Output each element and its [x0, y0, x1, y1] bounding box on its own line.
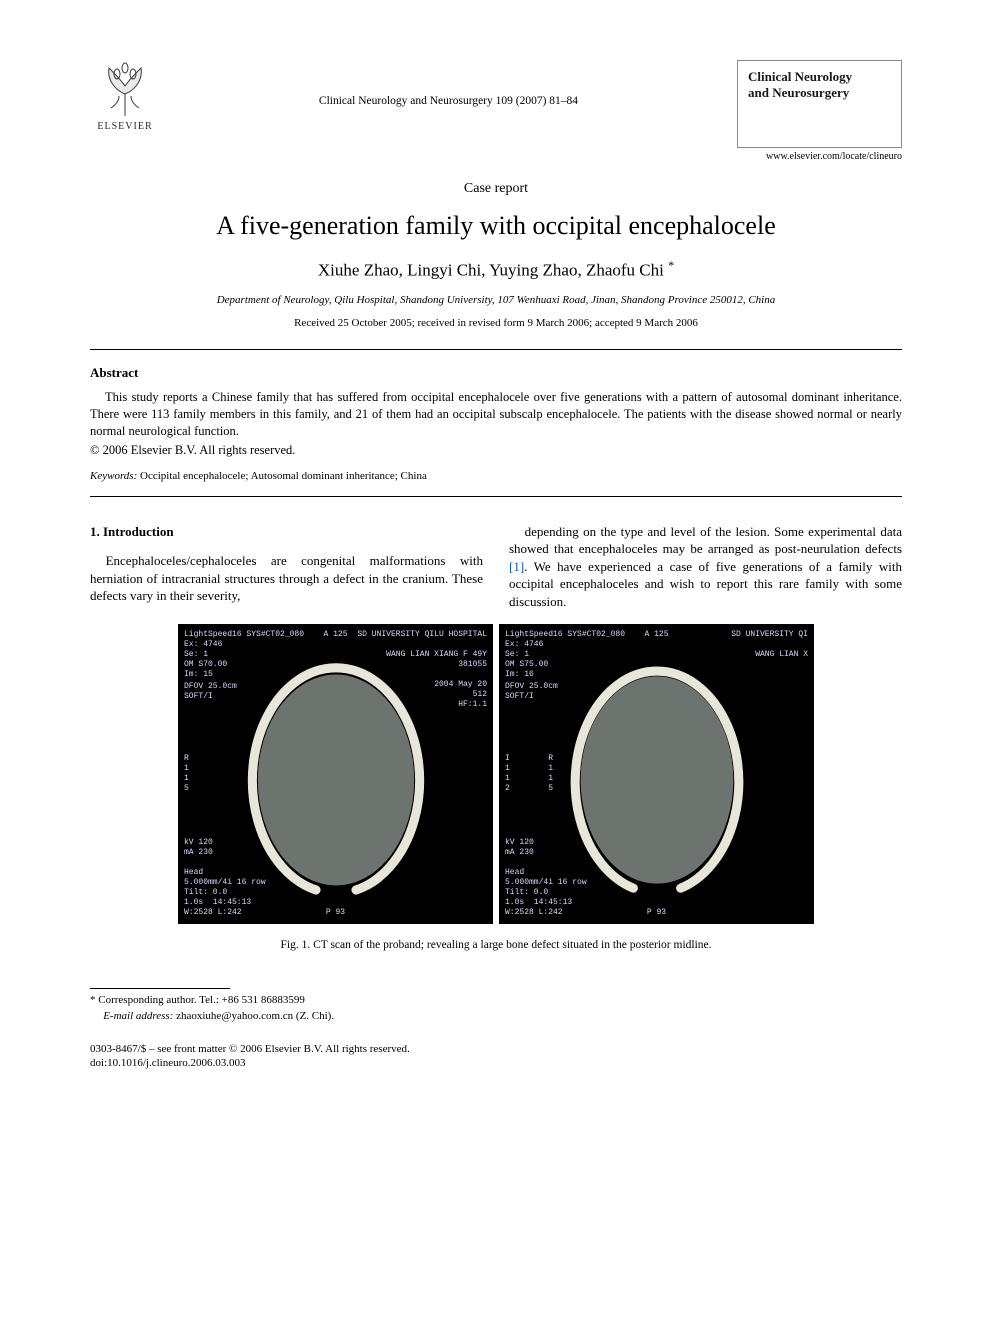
figure-1: LightSpeed16 SYS#CT02_080 Ex: 4746 Se: 1…: [90, 624, 902, 954]
affiliation: Department of Neurology, Qilu Hospital, …: [90, 293, 902, 308]
email-label: E-mail address:: [103, 1010, 173, 1022]
ct-b-bottomleft: kV 120 mA 230 Head 5.000mm/4i 16 row Til…: [505, 838, 587, 918]
journal-url[interactable]: www.elsevier.com/locate/clineuro: [737, 150, 902, 164]
email-who: (Z. Chi).: [293, 1010, 334, 1022]
corr-text: * Corresponding author. Tel.: +86 531 86…: [90, 994, 305, 1006]
elsevier-tree-icon: [97, 60, 153, 118]
ct-a-topcenter: A 125: [323, 630, 347, 640]
ct-b-topleft: LightSpeed16 SYS#CT02_080 Ex: 4746 Se: 1…: [505, 630, 625, 680]
corresponding-author: * Corresponding author. Tel.: +86 531 86…: [90, 993, 902, 1008]
author-list: Xiuhe Zhao, Lingyi Chi, Yuying Zhao, Zha…: [90, 257, 902, 283]
ct-a-bottomcenter: P 93: [326, 908, 345, 918]
footnote-rule: [90, 988, 230, 989]
publisher-logo-text: ELSEVIER: [97, 120, 152, 134]
article-dates: Received 25 October 2005; received in re…: [90, 316, 902, 331]
abstract-text: This study reports a Chinese family that…: [90, 389, 902, 440]
header-row: ELSEVIER Clinical Neurology and Neurosur…: [90, 60, 902, 174]
ct-a-scale: R 1 1 5: [184, 754, 189, 794]
abstract-heading: Abstract: [90, 364, 902, 382]
journal-box-title: Clinical Neurology and Neurosurgery: [748, 69, 891, 102]
footnotes: * Corresponding author. Tel.: +86 531 86…: [90, 993, 902, 1024]
ref-link-1[interactable]: [1]: [509, 559, 524, 574]
ct-a-topleft: LightSpeed16 SYS#CT02_080 Ex: 4746 Se: 1…: [184, 630, 304, 680]
email-line: E-mail address: zhaoxiuhe@yahoo.com.cn (…: [90, 1009, 902, 1024]
rule-bottom: [90, 496, 902, 497]
ct-a-bottomleft: kV 120 mA 230 Head 5.000mm/4i 16 row Til…: [184, 838, 266, 918]
intro-right-b: . We have experienced a case of five gen…: [509, 559, 902, 609]
column-right: depending on the type and level of the l…: [509, 523, 902, 611]
citation-line: Clinical Neurology and Neurosurgery 109 …: [319, 94, 578, 110]
ct-b-topcenter: A 125: [644, 630, 668, 640]
body-columns: 1. Introduction Encephaloceles/cephaloce…: [90, 523, 902, 611]
footer-line-1: 0303-8467/$ – see front matter © 2006 El…: [90, 1042, 902, 1057]
authors-text: Xiuhe Zhao, Lingyi Chi, Yuying Zhao, Zha…: [318, 261, 664, 280]
intro-heading: 1. Introduction: [90, 523, 483, 541]
ct-panel-left: LightSpeed16 SYS#CT02_080 Ex: 4746 Se: 1…: [178, 624, 493, 924]
column-left: 1. Introduction Encephaloceles/cephaloce…: [90, 523, 483, 611]
footer-block: 0303-8467/$ – see front matter © 2006 El…: [90, 1042, 902, 1072]
journal-box-wrap: Clinical Neurology and Neurosurgery www.…: [737, 60, 902, 174]
corr-marker: *: [668, 258, 674, 272]
intro-para-right: depending on the type and level of the l…: [509, 523, 902, 611]
article-type: Case report: [90, 180, 902, 199]
ct-panel-right: LightSpeed16 SYS#CT02_080 Ex: 4746 Se: 1…: [499, 624, 814, 924]
figure-1-caption: Fig. 1. CT scan of the proband; revealin…: [90, 938, 902, 954]
intro-right-a: depending on the type and level of the l…: [509, 524, 902, 557]
ct-a-midleft: DFOV 25.0cm SOFT/I: [184, 682, 237, 702]
rule-top: [90, 349, 902, 350]
ct-b-bottomcenter: P 93: [647, 908, 666, 918]
intro-para-left: Encephaloceles/cephaloceles are congenit…: [90, 552, 483, 605]
footer-line-2: doi:10.1016/j.clineuro.2006.03.003: [90, 1056, 902, 1071]
keywords-label: Keywords:: [90, 470, 137, 482]
publisher-logo: ELSEVIER: [90, 60, 160, 134]
ct-a-topright: SD UNIVERSITY QILU HOSPITAL WANG LIAN XI…: [357, 630, 487, 710]
ct-scan-pair: LightSpeed16 SYS#CT02_080 Ex: 4746 Se: 1…: [90, 624, 902, 924]
journal-box: Clinical Neurology and Neurosurgery: [737, 60, 902, 148]
ct-b-scale: I R 1 1 1 1 2 5: [505, 754, 553, 794]
ct-b-topright: SD UNIVERSITY QI WANG LIAN X: [731, 630, 808, 660]
keywords-line: Keywords: Occipital encephalocele; Autos…: [90, 469, 902, 484]
abstract-copyright: © 2006 Elsevier B.V. All rights reserved…: [90, 442, 902, 459]
article-title: A five-generation family with occipital …: [90, 208, 902, 243]
header-center: Clinical Neurology and Neurosurgery 109 …: [160, 60, 737, 118]
abstract-block: Abstract This study reports a Chinese fa…: [90, 364, 902, 459]
ct-b-midleft: DFOV 25.0cm SOFT/I: [505, 682, 558, 702]
email-address[interactable]: zhaoxiuhe@yahoo.com.cn: [173, 1010, 293, 1022]
keywords-text: Occipital encephalocele; Autosomal domin…: [137, 470, 427, 482]
